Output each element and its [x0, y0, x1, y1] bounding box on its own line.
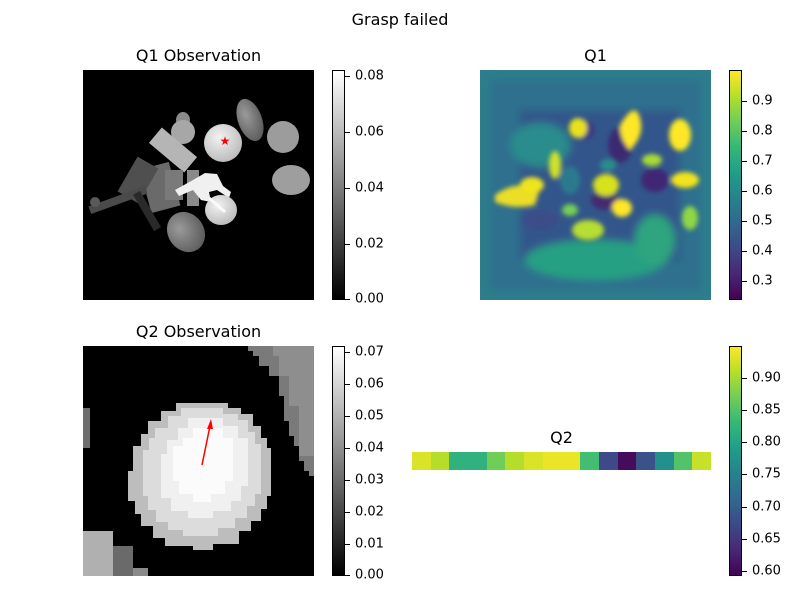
q1-colorbar-ticks: 0.9 0.8 0.7 0.6 0.5 0.4 0.3 [742, 70, 792, 300]
colorbar-tick-label: 0.00 [355, 567, 384, 583]
q2-heatmap-cell [412, 452, 431, 470]
q2-heatmap-cell [580, 452, 599, 470]
colorbar-tick-label: 0.3 [752, 273, 773, 289]
colorbar-tick-label: 0.02 [355, 504, 384, 520]
colorbar-tick-label: 0.01 [355, 536, 384, 552]
colorbar-tick-label: 0.8 [752, 123, 773, 139]
colorbar-tick-label: 0.9 [752, 93, 773, 109]
colorbar-tick-label: 0.04 [355, 180, 384, 196]
colorbar-tick-label: 0.75 [752, 466, 781, 482]
colorbar-tick-label: 0.04 [355, 440, 384, 456]
q2-heatmap-cell [562, 452, 580, 470]
q1-observation-colorbar [332, 70, 345, 300]
q2-heatmap-cell [431, 452, 449, 470]
colorbar-tick-label: 0.03 [355, 472, 384, 488]
colorbar-tick-label: 0.4 [752, 243, 773, 259]
q2-observation-image [83, 346, 314, 576]
q1-observation-image: ★ [83, 70, 314, 300]
q2-heatmap-cell [468, 452, 487, 470]
q2-heatmap-cell [674, 452, 692, 470]
colorbar-tick-label: 0.02 [355, 236, 384, 252]
grasp-arrow-icon [201, 419, 213, 466]
q2-heatmap-cell [599, 452, 618, 470]
q2-heatmap [412, 452, 711, 470]
colorbar-tick-label: 0.90 [752, 370, 781, 386]
colorbar-tick-label: 0.08 [355, 68, 384, 84]
colorbar-tick-label: 0.60 [752, 563, 781, 579]
q2-colorbar [729, 346, 742, 576]
colorbar-tick-label: 0.70 [752, 499, 781, 515]
q2-title: Q2 [550, 428, 573, 447]
q1-title: Q1 [584, 46, 607, 65]
colorbar-tick-label: 0.06 [355, 124, 384, 140]
q2-heatmap-cell [543, 452, 562, 470]
q2-observation-title: Q2 Observation [135, 322, 262, 341]
q2-heatmap-cell [692, 452, 711, 470]
colorbar-tick-label: 0.07 [355, 344, 384, 360]
q2-heatmap-cell [449, 452, 468, 470]
colorbar-tick-label: 0.80 [752, 434, 781, 450]
q1-heatmap [480, 70, 711, 300]
colorbar-tick-label: 0.5 [752, 213, 773, 229]
figure-title: Grasp failed [351, 10, 449, 29]
colorbar-tick-label: 0.85 [752, 402, 781, 418]
q2-heatmap-cell [655, 452, 674, 470]
q2-heatmap-cell [487, 452, 505, 470]
star-marker-icon: ★ [220, 134, 231, 148]
q2-heatmap-cell [618, 452, 636, 470]
q1-observation-title: Q1 Observation [135, 46, 262, 65]
q1-observation-colorbar-ticks: 0.06 0.04 0.02 0.00 0.08 [345, 68, 395, 307]
colorbar-tick-label: 0.7 [752, 153, 773, 169]
colorbar-tick-label: 0.65 [752, 531, 781, 547]
q2-heatmap-cell [505, 452, 524, 470]
q2-heatmap-cell [636, 452, 655, 470]
q2-colorbar-ticks: 0.90 0.85 0.80 0.75 0.70 0.65 0.60 [742, 346, 792, 579]
q2-heatmap-cell [524, 452, 543, 470]
colorbar-tick-label: 0.6 [752, 183, 773, 199]
colorbar-tick-label: 0.06 [355, 376, 384, 392]
q1-colorbar [729, 70, 742, 300]
colorbar-tick-label: 0.00 [355, 291, 384, 307]
q2-observation-colorbar-ticks: 0.07 0.06 0.05 0.04 0.03 0.02 0.01 0.00 [345, 344, 395, 583]
colorbar-tick-label: 0.05 [355, 408, 384, 424]
q2-observation-colorbar [332, 346, 345, 576]
